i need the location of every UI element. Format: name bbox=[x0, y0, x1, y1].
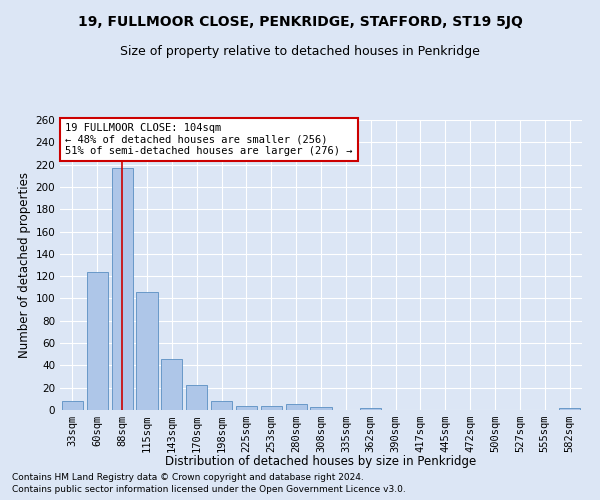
Text: Size of property relative to detached houses in Penkridge: Size of property relative to detached ho… bbox=[120, 45, 480, 58]
Bar bbox=[112, 168, 133, 410]
Bar bbox=[286, 404, 307, 410]
Bar bbox=[261, 406, 282, 410]
Bar bbox=[559, 408, 580, 410]
Text: 19, FULLMOOR CLOSE, PENKRIDGE, STAFFORD, ST19 5JQ: 19, FULLMOOR CLOSE, PENKRIDGE, STAFFORD,… bbox=[77, 15, 523, 29]
Bar bbox=[87, 272, 108, 410]
Bar bbox=[236, 406, 257, 410]
X-axis label: Distribution of detached houses by size in Penkridge: Distribution of detached houses by size … bbox=[166, 455, 476, 468]
Text: Contains public sector information licensed under the Open Government Licence v3: Contains public sector information licen… bbox=[12, 485, 406, 494]
Bar bbox=[136, 292, 158, 410]
Y-axis label: Number of detached properties: Number of detached properties bbox=[18, 172, 31, 358]
Text: 19 FULLMOOR CLOSE: 104sqm
← 48% of detached houses are smaller (256)
51% of semi: 19 FULLMOOR CLOSE: 104sqm ← 48% of detac… bbox=[65, 123, 353, 156]
Bar bbox=[310, 406, 332, 410]
Bar bbox=[186, 386, 207, 410]
Bar bbox=[360, 408, 381, 410]
Bar bbox=[62, 401, 83, 410]
Bar bbox=[211, 401, 232, 410]
Bar bbox=[161, 358, 182, 410]
Text: Contains HM Land Registry data © Crown copyright and database right 2024.: Contains HM Land Registry data © Crown c… bbox=[12, 472, 364, 482]
